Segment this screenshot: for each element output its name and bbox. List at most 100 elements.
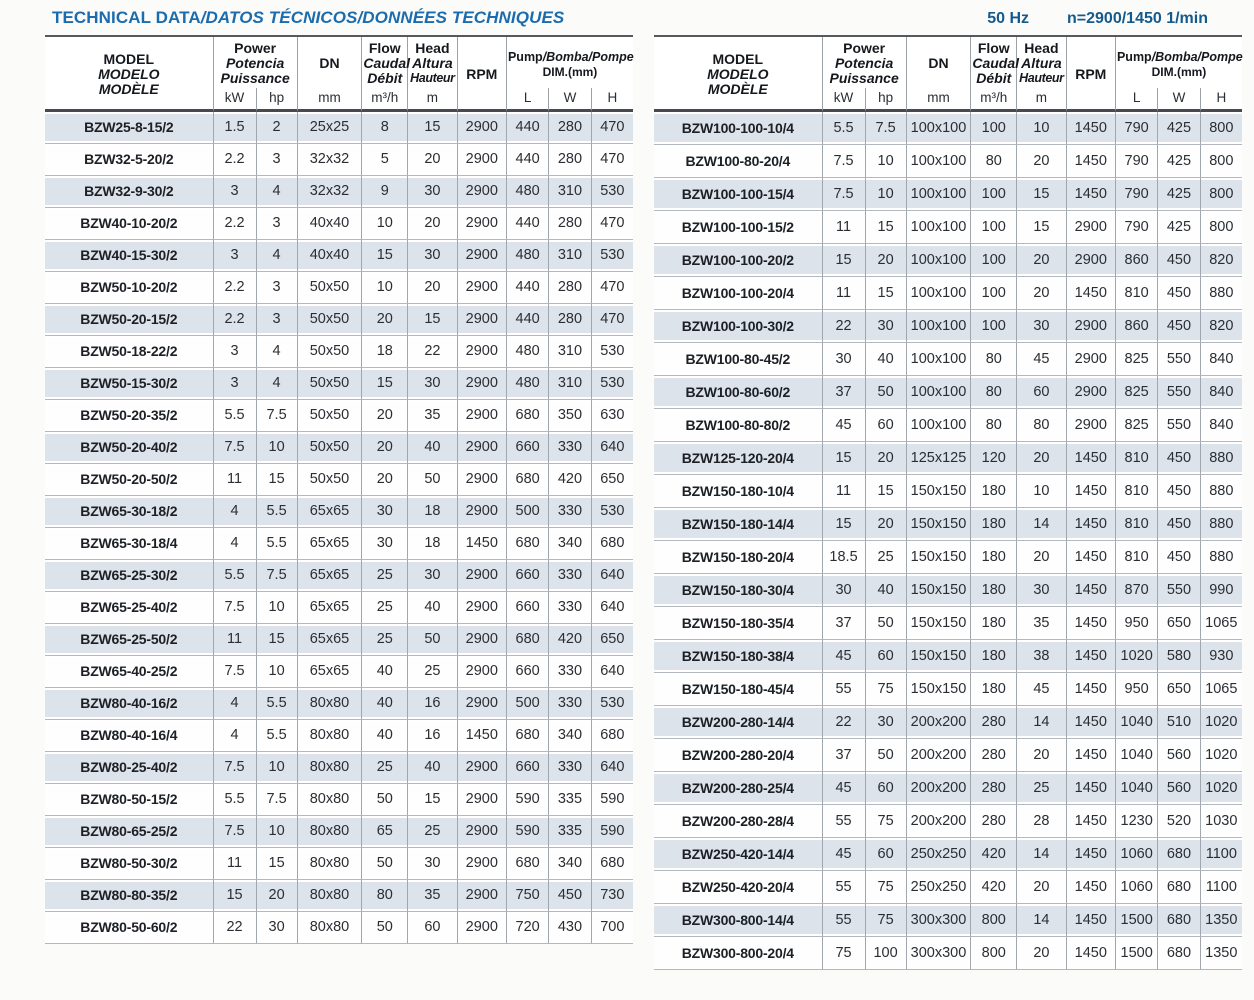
value-cell: 280 [548,304,591,336]
value-cell: 100x100 [905,145,971,178]
value-cell: 4 [255,368,297,400]
page: TECHNICAL DATA/DATOS TÉCNICOS/DONNÉES TE… [45,8,1243,970]
value-cell: 2900 [456,336,506,368]
model-cell: BZW200-280-28/4 [654,805,822,838]
value-cell: 510 [1157,706,1200,739]
value-cell: 420 [970,838,1017,871]
value-cell: 280 [970,706,1017,739]
value-cell: 100 [970,310,1017,343]
value-cell: 500 [505,496,549,528]
value-cell: 20 [407,208,457,240]
value-cell: 840 [1199,376,1242,409]
unit-h: H [1199,88,1242,112]
value-cell: 100 [864,937,906,970]
value-cell: 35 [1016,607,1066,640]
value-cell: 470 [590,112,633,144]
value-cell: 180 [970,574,1017,607]
value-cell: 2.2 [212,304,256,336]
value-cell: 950 [1114,607,1158,640]
value-cell: 680 [1157,904,1200,937]
value-cell: 11 [821,277,865,310]
value-cell: 50 [864,607,906,640]
value-cell: 330 [548,752,591,784]
value-cell: 37 [821,739,865,772]
value-cell: 30 [864,310,906,343]
value-cell: 180 [970,508,1017,541]
value-cell: 32x32 [296,144,362,176]
value-cell: 1065 [1199,607,1242,640]
value-cell: 18 [361,336,408,368]
value-cell: 15 [864,211,906,244]
model-cell: BZW150-180-45/4 [654,673,822,706]
value-cell: 590 [505,816,549,848]
col-header-power: Power Potencia Puissance [821,37,906,88]
model-cell: BZW50-15-30/2 [45,368,213,400]
value-cell: 50x50 [296,432,362,464]
model-cell: BZW200-280-25/4 [654,772,822,805]
value-cell: 100x100 [905,409,971,442]
value-cell: 660 [505,592,549,624]
value-cell: 65x65 [296,528,362,560]
table-row: BZW80-50-60/2 22 30 80x80 50 60 2900 720 430 700 [45,912,633,944]
value-cell: 75 [864,871,906,904]
table-row: BZW25-8-15/2 1.5 2 25x25 8 15 2900 440 280 470 [45,112,633,144]
value-cell: 80 [1016,409,1066,442]
table-row: BZW65-40-25/2 7.5 10 65x65 40 25 2900 660 330 640 [45,656,633,688]
table-row: BZW100-80-45/2 30 40 100x100 80 45 2900 825 550 8… [654,343,1242,376]
value-cell: 150x150 [905,673,971,706]
value-cell: 5.5 [212,560,256,592]
col-header-dn: DN [905,37,971,88]
value-cell: 50 [864,739,906,772]
value-cell: 2900 [456,880,506,912]
value-cell: 800 [1199,145,1242,178]
value-cell: 2900 [1065,211,1115,244]
value-cell: 37 [821,607,865,640]
value-cell: 680 [505,400,549,432]
value-cell: 1020 [1199,706,1242,739]
value-cell: 16 [407,720,457,752]
col-header-model: MODEL MODELO MODÈLE [45,37,213,112]
value-cell: 15 [407,784,457,816]
value-cell: 810 [1114,508,1158,541]
value-cell: 2900 [456,432,506,464]
value-cell: 32x32 [296,176,362,208]
value-cell: 15 [864,475,906,508]
value-cell: 50x50 [296,400,362,432]
value-cell: 5.5 [255,496,297,528]
model-cell: BZW80-50-60/2 [45,912,213,944]
model-cell: BZW25-8-15/2 [45,112,213,144]
model-header-es: MODELO [98,65,160,82]
table-row: BZW80-50-30/2 11 15 80x80 50 30 2900 680 340 680 [45,848,633,880]
value-cell: 200x200 [905,805,971,838]
value-cell: 100x100 [905,178,971,211]
value-cell: 20 [1016,871,1066,904]
model-cell: BZW100-80-45/2 [654,343,822,376]
value-cell: 30 [255,912,297,944]
value-cell: 25 [1016,772,1066,805]
unit-l: L [1114,88,1158,112]
value-cell: 660 [505,656,549,688]
left-table-header: MODEL MODELO MODÈLE Power Potencia Puiss… [45,37,634,112]
value-cell: 80x80 [296,720,362,752]
value-cell: 50x50 [296,464,362,496]
table-row: BZW50-15-30/2 3 4 50x50 15 30 2900 480 310 530 [45,368,633,400]
model-cell: BZW150-180-10/4 [654,475,822,508]
model-cell: BZW80-25-40/2 [45,752,213,784]
value-cell: 180 [970,607,1017,640]
value-cell: 15 [821,508,865,541]
value-cell: 15 [361,240,408,272]
left-table-wrapper: MODEL MODELO MODÈLE Power Potencia Puiss… [45,35,634,970]
value-cell: 2900 [456,304,506,336]
value-cell: 25 [407,656,457,688]
value-cell: 5.5 [255,688,297,720]
value-cell: 10 [361,272,408,304]
model-cell: BZW65-25-40/2 [45,592,213,624]
value-cell: 60 [1016,376,1066,409]
value-cell: 40x40 [296,240,362,272]
value-cell: 2900 [456,624,506,656]
unit-l: L [505,88,549,112]
table-row: BZW150-180-30/4 30 40 150x150 180 30 1450 870 55… [654,574,1242,607]
table-row: BZW80-40-16/2 4 5.5 80x80 40 16 2900 500 330 530 [45,688,633,720]
value-cell: 580 [1157,640,1200,673]
model-cell: BZW100-100-10/4 [654,112,822,145]
